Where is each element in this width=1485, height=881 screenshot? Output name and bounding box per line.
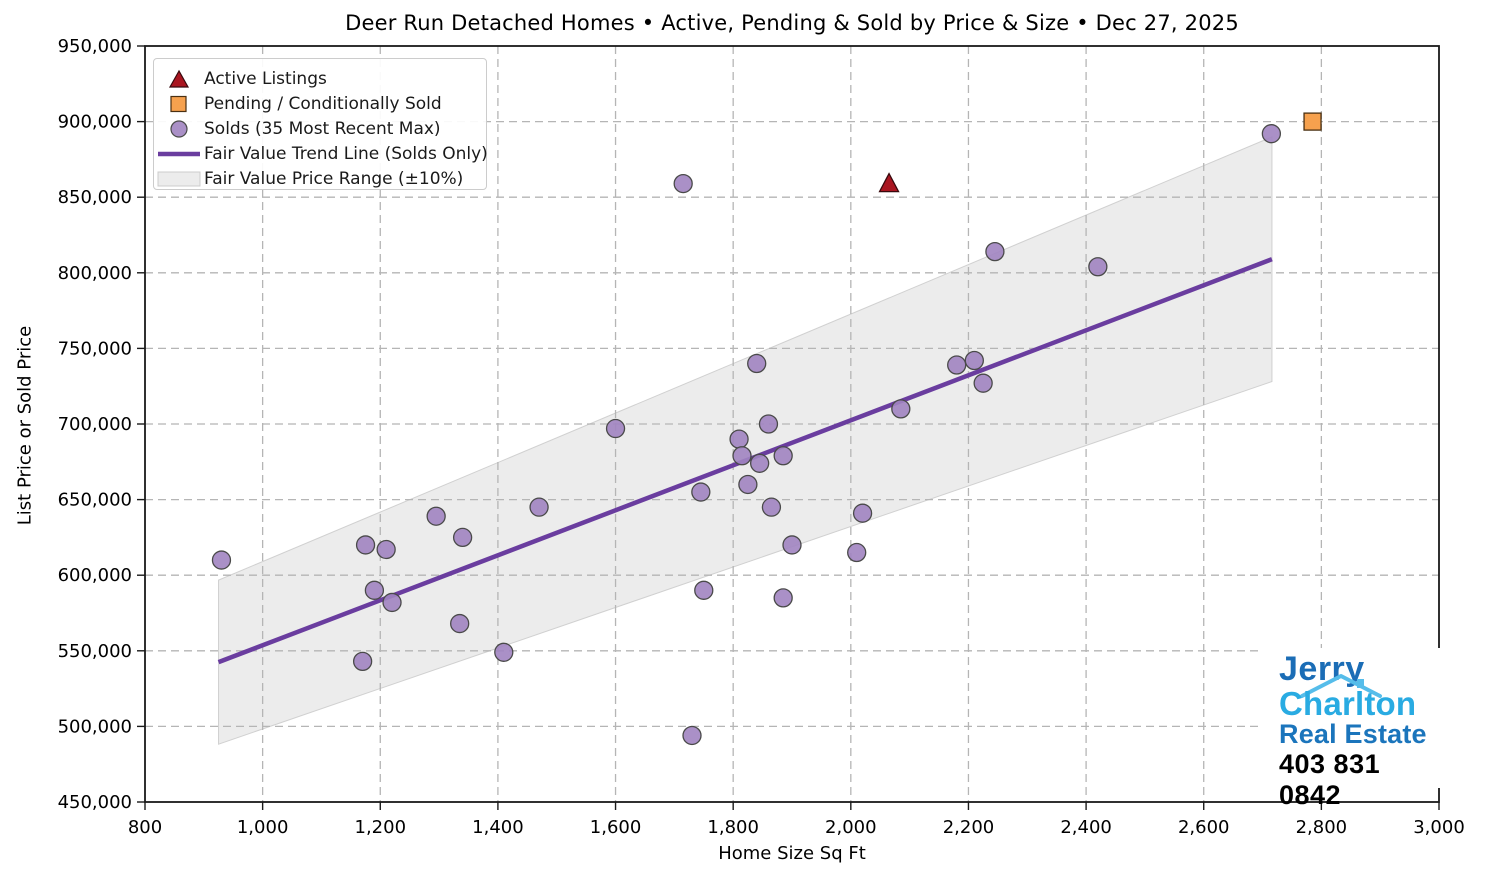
sold-point xyxy=(694,580,714,600)
sold-point xyxy=(529,497,549,517)
sold-point xyxy=(761,497,782,517)
active-listing-point xyxy=(878,172,900,193)
sold-point xyxy=(773,588,793,608)
y-axis-label: List Price or Sold Price xyxy=(14,325,36,526)
trend-line-icon xyxy=(154,144,204,164)
sold-point xyxy=(605,418,626,439)
x-tick-label: 2,800 xyxy=(1296,817,1348,838)
legend-triangle-glyph xyxy=(168,69,190,88)
y-tick-label: 950,000 xyxy=(58,36,132,57)
sold-point xyxy=(211,550,232,570)
y-tick-label: 450,000 xyxy=(58,792,132,813)
sold-point xyxy=(750,453,770,473)
legend-item-trend: Fair Value Trend Line (Solds Only) xyxy=(154,141,488,166)
y-tick-label: 650,000 xyxy=(58,490,132,511)
sold-point xyxy=(673,173,693,194)
sold-point xyxy=(1261,124,1282,144)
sold-point xyxy=(452,527,473,548)
y-tick-label: 600,000 xyxy=(58,565,132,586)
sold-point xyxy=(729,429,749,449)
y-tick-label: 550,000 xyxy=(58,641,132,662)
legend-item-band: Fair Value Price Range (±10%) xyxy=(154,166,486,191)
y-tick-label: 700,000 xyxy=(58,414,132,435)
active-triangle-icon xyxy=(154,69,204,89)
sold-point xyxy=(382,592,402,613)
sold-point xyxy=(352,651,373,672)
legend-band-glyph xyxy=(157,171,201,186)
sold-point xyxy=(450,613,470,634)
sold-point xyxy=(847,542,867,563)
legend-label: Active Listings xyxy=(204,68,327,89)
x-tick-label: 2,200 xyxy=(943,817,995,838)
x-tick-label: 1,800 xyxy=(707,817,759,838)
sold-point xyxy=(852,503,873,523)
sold-point xyxy=(494,642,514,662)
sold-circle-icon xyxy=(154,119,204,139)
sold-point xyxy=(682,725,702,746)
plot-border xyxy=(144,45,1440,803)
sold-point xyxy=(758,414,779,434)
chart-title: Deer Run Detached Homes • Active, Pendin… xyxy=(345,11,1239,35)
x-tick-label: 3,000 xyxy=(1413,817,1465,838)
x-tick-label: 2,600 xyxy=(1178,817,1230,838)
y-tick-label: 900,000 xyxy=(58,112,132,133)
x-tick-label: 1,200 xyxy=(355,817,407,838)
sold-point xyxy=(947,355,967,375)
sold-point xyxy=(747,353,767,374)
logo-realestate-text: Real Estate xyxy=(1279,719,1427,749)
brokerage-logo: Jerry Charlton Real Estate 403 831 0842 xyxy=(1262,648,1440,810)
legend-label: Fair Value Price Range (±10%) xyxy=(204,168,464,189)
legend-item-solds: Solds (35 Most Recent Max) xyxy=(154,116,486,141)
legend-label: Solds (35 Most Recent Max) xyxy=(204,118,441,139)
x-tick-label: 2,400 xyxy=(1060,817,1112,838)
x-tick-label: 1,400 xyxy=(472,817,524,838)
legend-item-active: Active Listings xyxy=(154,66,486,91)
pending-square-icon xyxy=(154,94,204,114)
sold-point xyxy=(773,446,793,466)
legend-square-glyph xyxy=(170,95,187,112)
logo-charlton-text: Charlton xyxy=(1279,685,1417,722)
sold-point xyxy=(364,580,385,600)
price-range-patch-icon xyxy=(154,169,204,189)
sold-point xyxy=(738,474,758,495)
logo-phone-number: 403 831 0842 xyxy=(1279,749,1381,810)
sold-point xyxy=(782,535,802,555)
sold-point xyxy=(1088,257,1108,277)
y-tick-label: 750,000 xyxy=(58,338,132,359)
y-tick-label: 500,000 xyxy=(58,716,132,737)
legend-label: Fair Value Trend Line (Solds Only) xyxy=(204,143,488,164)
y-tick-label: 800,000 xyxy=(58,263,132,284)
x-tick-label: 2,000 xyxy=(825,817,877,838)
sold-point xyxy=(732,446,752,466)
legend: Active Listings Pending / Conditionally … xyxy=(153,58,488,191)
sold-point xyxy=(964,350,984,371)
sold-point xyxy=(376,539,396,560)
pending-point xyxy=(1303,112,1322,131)
legend-circle-glyph xyxy=(170,119,188,138)
sold-point xyxy=(426,506,446,526)
legend-item-pending: Pending / Conditionally Sold xyxy=(154,91,486,116)
house-roof-icon xyxy=(1300,674,1382,698)
sold-point xyxy=(891,399,911,419)
sold-point xyxy=(691,482,711,502)
sold-point xyxy=(985,241,1005,262)
x-axis-label: Home Size Sq Ft xyxy=(718,843,866,864)
sold-point xyxy=(355,535,376,555)
y-tick-label: 850,000 xyxy=(58,187,132,208)
legend-label: Pending / Conditionally Sold xyxy=(204,93,442,114)
logo-charlton-wrap: Charlton xyxy=(1279,674,1440,722)
x-tick-label: 1,600 xyxy=(590,817,642,838)
sold-point xyxy=(973,373,993,393)
x-tick-label: 800 xyxy=(128,817,162,838)
x-tick-label: 1,000 xyxy=(237,817,289,838)
